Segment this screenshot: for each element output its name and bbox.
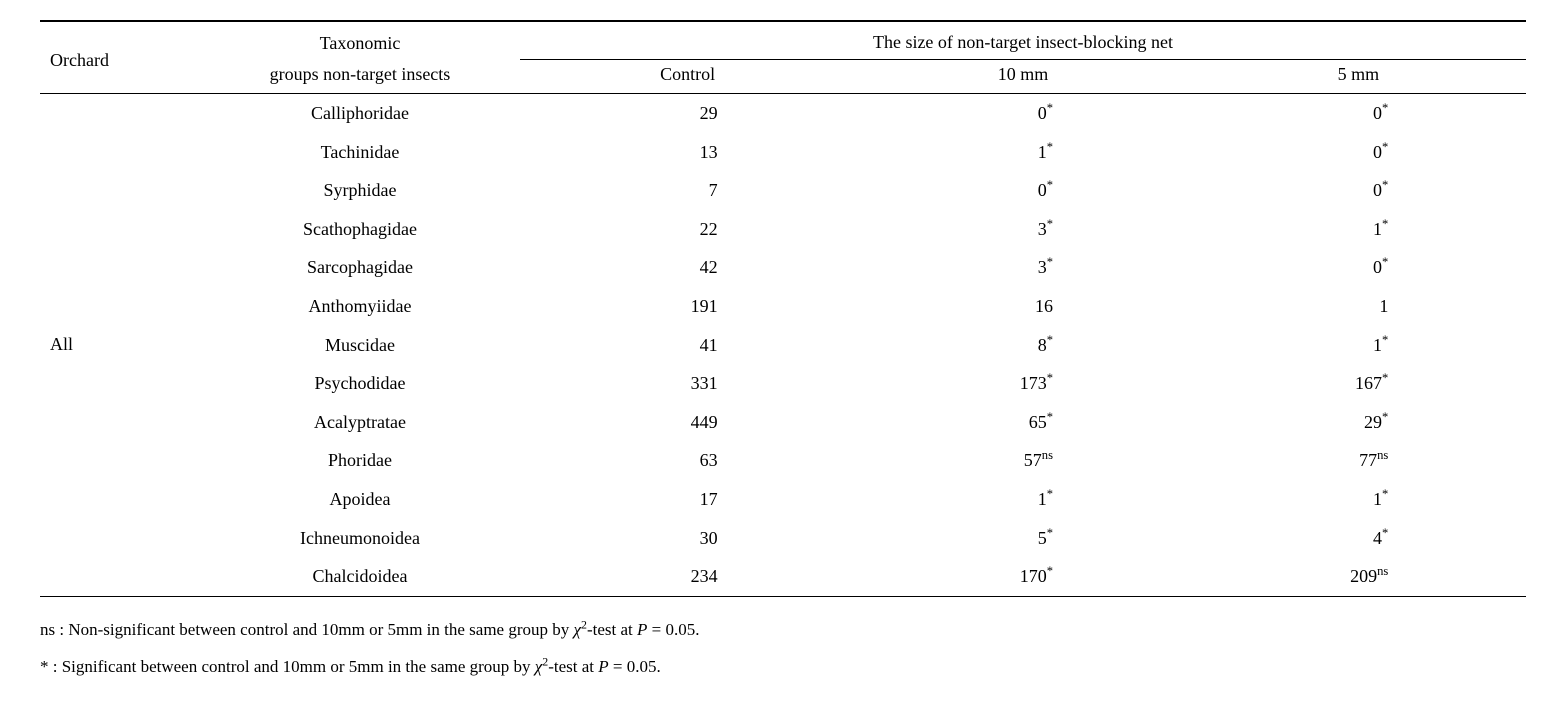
control-cell: 17 — [520, 480, 855, 519]
control-cell: 22 — [520, 210, 855, 249]
control-cell: 13 — [520, 133, 855, 172]
control-cell: 191 — [520, 287, 855, 326]
taxon-header-line1: Taxonomic — [200, 21, 520, 60]
footnote-star-text: * : Significant between control and 10mm… — [40, 657, 535, 676]
table-body: Calliphoridae290*0*Tachinidae131*0*Syrph… — [40, 94, 1526, 597]
control-cell: 63 — [520, 441, 855, 480]
mm10-cell: 5* — [855, 519, 1190, 558]
table-row: Chalcidoidea234170*209ns — [40, 557, 1526, 596]
footnote-star: * : Significant between control and 10mm… — [40, 648, 1526, 685]
mm5-cell: 29* — [1191, 403, 1526, 442]
chi-symbol: χ2 — [535, 657, 548, 676]
taxon-cell: Ichneumonoidea — [200, 519, 520, 558]
control-cell: 449 — [520, 403, 855, 442]
orchard-cell — [40, 480, 200, 519]
taxon-cell: Psychodidae — [200, 364, 520, 403]
orchard-cell — [40, 94, 200, 133]
footnotes: ns : Non-significant between control and… — [40, 611, 1526, 686]
control-cell: 7 — [520, 171, 855, 210]
taxon-cell: Chalcidoidea — [200, 557, 520, 596]
col-header-5mm: 5 mm — [1191, 60, 1526, 94]
taxon-header-line2: groups non-target insects — [200, 60, 520, 94]
footnote-ns: ns : Non-significant between control and… — [40, 611, 1526, 648]
col-header-10mm: 10 mm — [855, 60, 1190, 94]
orchard-cell — [40, 210, 200, 249]
taxon-cell: Scathophagidae — [200, 210, 520, 249]
control-cell: 42 — [520, 248, 855, 287]
mm5-cell: 0* — [1191, 248, 1526, 287]
orchard-header: Orchard — [40, 21, 200, 94]
taxon-cell: Anthomyiidae — [200, 287, 520, 326]
taxon-cell: Acalyptratae — [200, 403, 520, 442]
table-row: Calliphoridae290*0* — [40, 94, 1526, 133]
table-row: Psychodidae331173*167* — [40, 364, 1526, 403]
table-row: Phoridae6357ns77ns — [40, 441, 1526, 480]
table-row: Sarcophagidae423*0* — [40, 248, 1526, 287]
taxon-cell: Phoridae — [200, 441, 520, 480]
orchard-cell — [40, 171, 200, 210]
orchard-cell — [40, 441, 200, 480]
mm10-cell: 0* — [855, 94, 1190, 133]
header-row-1: Orchard Taxonomic The size of non-target… — [40, 21, 1526, 60]
control-cell: 30 — [520, 519, 855, 558]
mm10-cell: 1* — [855, 480, 1190, 519]
mm10-cell: 3* — [855, 248, 1190, 287]
table-row: Syrphidae70*0* — [40, 171, 1526, 210]
control-cell: 29 — [520, 94, 855, 133]
orchard-cell — [40, 403, 200, 442]
mm10-cell: 65* — [855, 403, 1190, 442]
table-row: Tachinidae131*0* — [40, 133, 1526, 172]
orchard-cell — [40, 133, 200, 172]
net-size-super-header: The size of non-target insect-blocking n… — [520, 21, 1526, 60]
taxon-cell: Sarcophagidae — [200, 248, 520, 287]
taxon-cell: Apoidea — [200, 480, 520, 519]
mm10-cell: 170* — [855, 557, 1190, 596]
orchard-cell: All — [40, 326, 200, 365]
taxon-cell: Syrphidae — [200, 171, 520, 210]
mm5-cell: 1* — [1191, 326, 1526, 365]
table-row: Acalyptratae44965*29* — [40, 403, 1526, 442]
mm10-cell: 8* — [855, 326, 1190, 365]
orchard-cell — [40, 287, 200, 326]
mm10-cell: 1* — [855, 133, 1190, 172]
p-label: P — [598, 657, 608, 676]
taxon-cell: Muscidae — [200, 326, 520, 365]
taxon-cell: Tachinidae — [200, 133, 520, 172]
mm10-cell: 16 — [855, 287, 1190, 326]
orchard-cell — [40, 557, 200, 596]
mm5-cell: 167* — [1191, 364, 1526, 403]
control-cell: 41 — [520, 326, 855, 365]
mm5-cell: 1 — [1191, 287, 1526, 326]
orchard-cell — [40, 248, 200, 287]
p-label: P — [637, 620, 647, 639]
mm10-cell: 0* — [855, 171, 1190, 210]
table-row: Ichneumonoidea305*4* — [40, 519, 1526, 558]
mm5-cell: 77ns — [1191, 441, 1526, 480]
mm5-cell: 4* — [1191, 519, 1526, 558]
control-cell: 331 — [520, 364, 855, 403]
mm5-cell: 209ns — [1191, 557, 1526, 596]
header-row-2: groups non-target insects Control 10 mm … — [40, 60, 1526, 94]
table-row: Anthomyiidae191161 — [40, 287, 1526, 326]
table-row: AllMuscidae418*1* — [40, 326, 1526, 365]
orchard-cell — [40, 364, 200, 403]
mm5-cell: 0* — [1191, 171, 1526, 210]
mm10-cell: 3* — [855, 210, 1190, 249]
mm10-cell: 173* — [855, 364, 1190, 403]
footnote-ns-text: ns : Non-significant between control and… — [40, 620, 574, 639]
table-row: Scathophagidae223*1* — [40, 210, 1526, 249]
mm5-cell: 1* — [1191, 480, 1526, 519]
orchard-cell — [40, 519, 200, 558]
mm5-cell: 1* — [1191, 210, 1526, 249]
chi-symbol: χ2 — [574, 620, 587, 639]
control-cell: 234 — [520, 557, 855, 596]
mm5-cell: 0* — [1191, 133, 1526, 172]
col-header-control: Control — [520, 60, 855, 94]
mm10-cell: 57ns — [855, 441, 1190, 480]
mm5-cell: 0* — [1191, 94, 1526, 133]
table-row: Apoidea171*1* — [40, 480, 1526, 519]
taxon-cell: Calliphoridae — [200, 94, 520, 133]
insect-table: Orchard Taxonomic The size of non-target… — [40, 20, 1526, 597]
